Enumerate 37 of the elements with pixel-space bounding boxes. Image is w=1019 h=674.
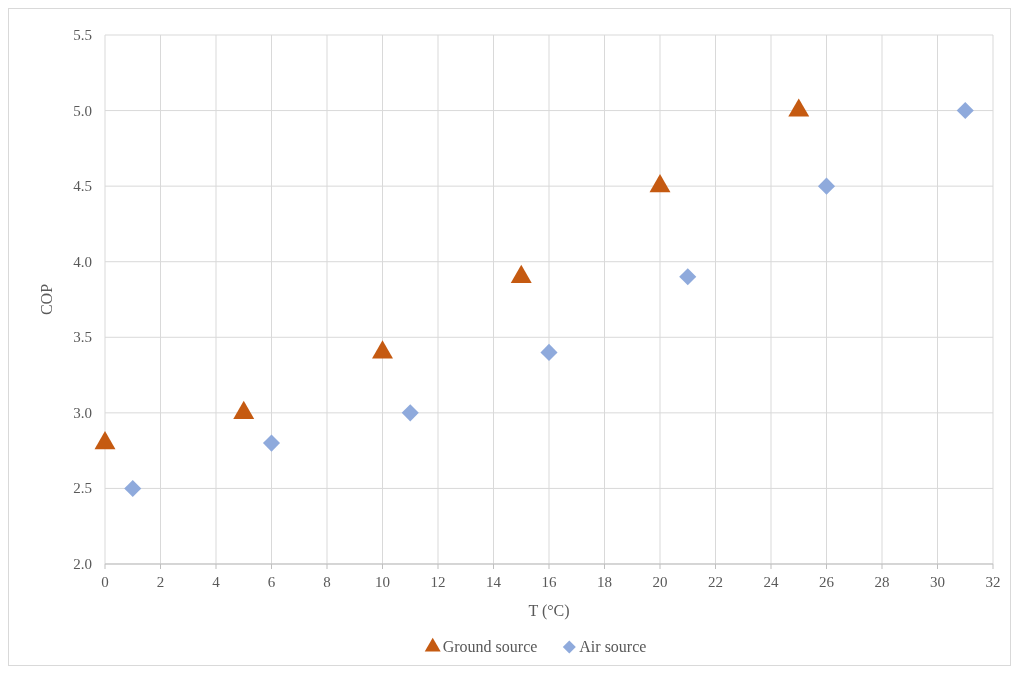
- point: [124, 479, 142, 497]
- legend-label: Ground source: [442, 638, 538, 655]
- y-tick-label: 2.0: [73, 556, 92, 572]
- point: [262, 434, 281, 452]
- y-axis-title: COP: [38, 283, 55, 316]
- y-tick-label: 4.0: [73, 253, 92, 270]
- x-tick-label: 30: [930, 574, 945, 590]
- point: [540, 343, 558, 361]
- point: [817, 177, 836, 195]
- y-tick-label: 3.0: [73, 404, 92, 421]
- point: [401, 404, 419, 422]
- point: [649, 174, 671, 193]
- x-tick-label: 4: [212, 574, 221, 590]
- x-tick-label: 16: [541, 574, 557, 590]
- y-tick-label: 2.5: [73, 480, 92, 497]
- legend-label: Air source: [579, 638, 647, 655]
- x-tick-label: 6: [267, 574, 276, 590]
- x-tick-label: 12: [430, 574, 446, 590]
- y-tick-label: 5.5: [73, 27, 92, 43]
- x-tick-label: 24: [763, 574, 779, 590]
- x-tick-label: 10: [375, 574, 390, 590]
- x-tick-label: 0: [101, 574, 109, 590]
- x-tick-label: 2: [156, 574, 165, 590]
- y-tick-label: 4.5: [73, 178, 92, 195]
- x-tick-label: 8: [323, 574, 331, 590]
- x-tick-label: 28: [874, 574, 890, 590]
- x-tick-label: 26: [819, 574, 835, 590]
- y-tick-label: 5.0: [73, 102, 92, 119]
- x-tick-label: 20: [652, 574, 668, 590]
- point: [788, 98, 810, 117]
- x-tick-label: 32: [985, 574, 1001, 590]
- x-tick-label: 14: [486, 574, 502, 590]
- x-axis-title: T (°C): [528, 602, 570, 620]
- x-tick-label: 18: [597, 574, 612, 590]
- point: [679, 268, 697, 286]
- y-tick-label: 3.5: [73, 329, 92, 346]
- x-tick-label: 22: [708, 574, 723, 590]
